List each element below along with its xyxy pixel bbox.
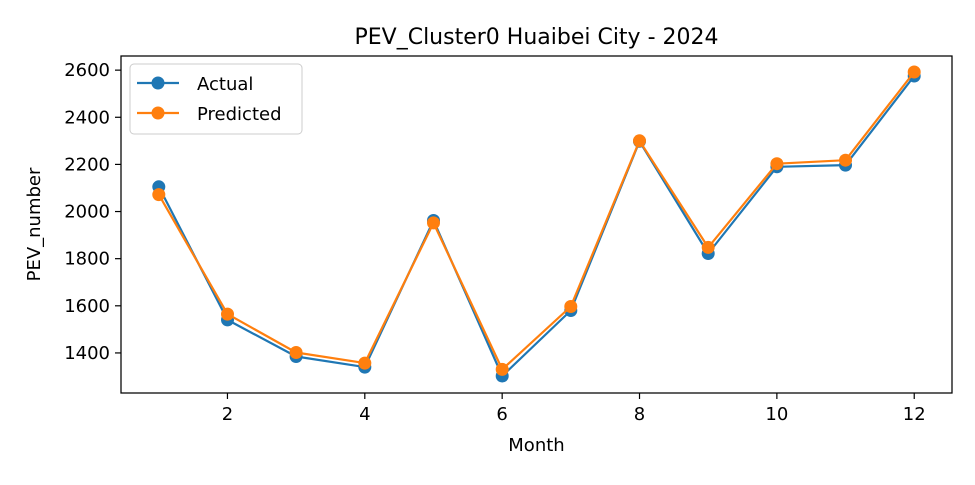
- legend-label-actual: Actual: [197, 74, 253, 95]
- data-point-predicted: [701, 240, 715, 254]
- legend-marker-actual: [151, 76, 165, 90]
- plot-frame: [120, 55, 953, 394]
- x-axis-ticks: 2 4 6 8 10 12: [222, 393, 926, 425]
- x-tick-label: 10: [765, 404, 788, 425]
- y-tick-label: 2200: [64, 154, 110, 175]
- data-point-predicted: [221, 307, 234, 321]
- x-tick-label: 6: [496, 404, 507, 425]
- y-tick-label: 1600: [64, 296, 110, 317]
- data-point-predicted: [907, 65, 921, 79]
- x-axis-label: Month: [508, 435, 564, 456]
- legend-marker-predicted: [151, 106, 165, 120]
- data-point-predicted: [770, 157, 784, 171]
- data-point-predicted: [564, 300, 578, 313]
- data-point-predicted: [289, 346, 303, 359]
- data-point-predicted: [633, 134, 646, 148]
- series-line-predicted: [157, 71, 916, 371]
- legend-box: [129, 63, 303, 135]
- legend: Actual Predicted: [129, 63, 303, 135]
- data-point-predicted: [358, 356, 372, 370]
- series-layer: [152, 65, 921, 383]
- data-point-predicted: [152, 188, 166, 202]
- x-tick-label: 2: [222, 404, 233, 425]
- chart-title: PEV_Cluster0 Huaibei City - 2024: [354, 25, 718, 50]
- x-tick-label: 8: [634, 404, 645, 425]
- y-tick-label: 2000: [64, 202, 110, 223]
- series-line-actual: [157, 75, 916, 378]
- y-axis-label: PEV_number: [24, 167, 45, 281]
- y-tick-label: 2600: [64, 60, 110, 81]
- y-tick-label: 1400: [64, 343, 110, 364]
- x-tick-label: 4: [359, 404, 370, 425]
- data-point-predicted: [427, 216, 440, 230]
- x-tick-label: 12: [903, 404, 926, 425]
- data-point-predicted: [839, 153, 852, 167]
- y-tick-label: 1800: [64, 249, 110, 270]
- y-tick-label: 2400: [64, 107, 110, 128]
- legend-label-predicted: Predicted: [197, 104, 282, 125]
- data-point-predicted: [495, 362, 509, 376]
- y-axis-ticks: 1400 1600 1800 2000 2200 2400 2600: [64, 60, 121, 364]
